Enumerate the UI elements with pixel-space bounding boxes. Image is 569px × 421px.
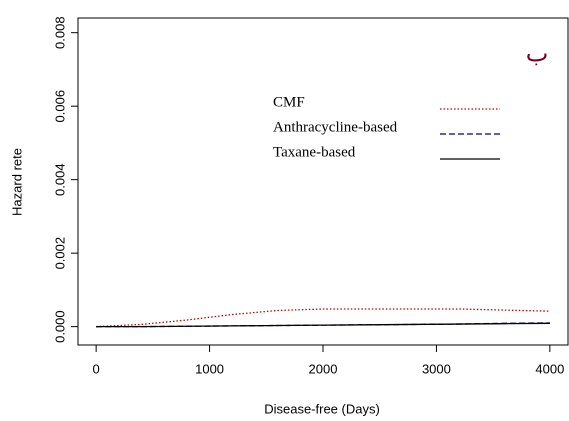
x-tick-label: 1000	[195, 361, 224, 376]
x-tick-label: 3000	[422, 361, 451, 376]
y-tick-label: 0.008	[52, 16, 67, 49]
x-tick-label: 4000	[535, 361, 564, 376]
y-tick-label: 0.004	[52, 163, 67, 196]
line	[96, 308, 550, 328]
annotation: ب	[526, 40, 549, 67]
x-tick-label: 2000	[309, 361, 338, 376]
legend-label: CMF	[273, 94, 305, 110]
y-tick-label: 0.000	[52, 310, 67, 343]
y-axis-label: Hazard rete	[9, 148, 24, 216]
y-tick-label: 0.002	[52, 237, 67, 270]
plot-box	[77, 17, 569, 346]
x-axis-label: Disease-free (Days)	[264, 401, 380, 416]
legend-label: Anthracycline-based	[273, 119, 398, 135]
line	[96, 322, 550, 328]
x-tick-label: 0	[93, 361, 100, 376]
legend-label: Taxane-based	[273, 144, 356, 160]
y-tick-label: 0.006	[52, 90, 67, 123]
